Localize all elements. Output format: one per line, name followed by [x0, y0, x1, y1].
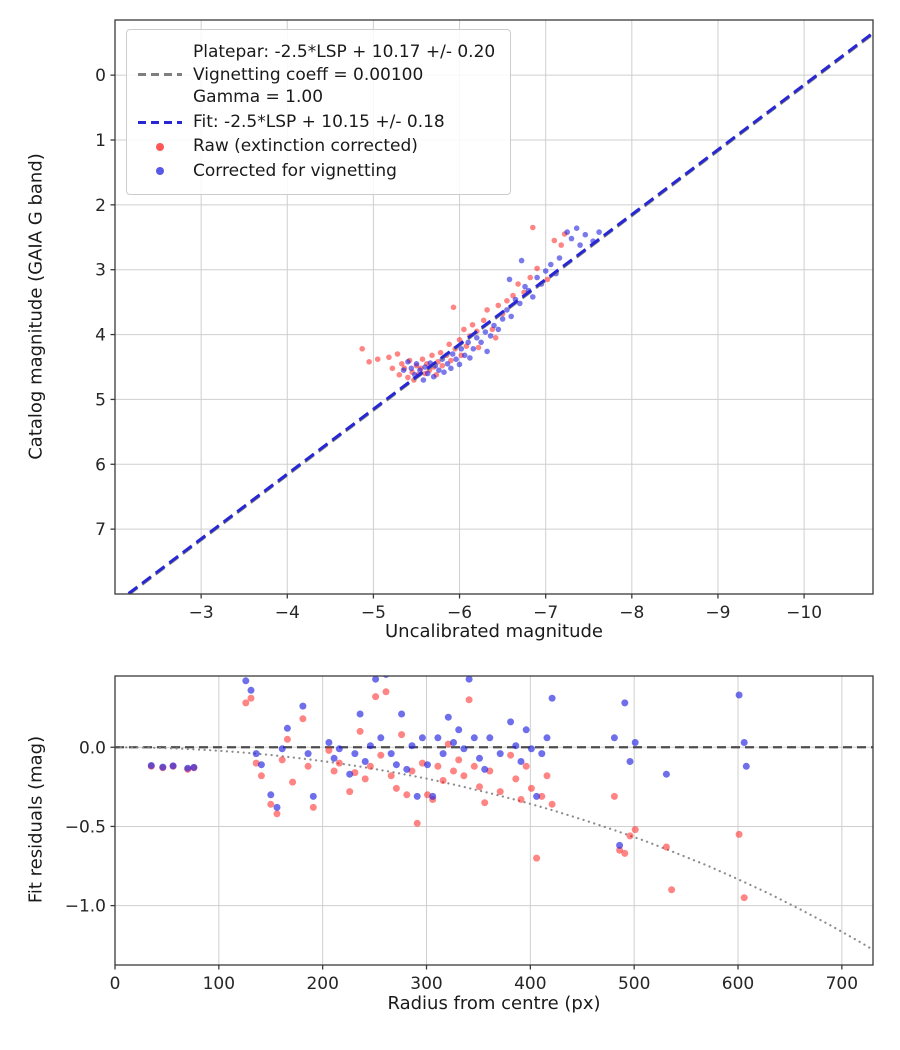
svg-text:700: 700: [826, 974, 858, 994]
raw-marker-icon: [137, 142, 183, 151]
platepar-dashed-line-icon: [137, 73, 183, 77]
svg-text:200: 200: [306, 974, 338, 994]
svg-text:300: 300: [410, 974, 442, 994]
svg-text:400: 400: [514, 974, 546, 994]
svg-text:100: 100: [203, 974, 235, 994]
svg-text:−1.0: −1.0: [65, 897, 106, 917]
magnitude-fit-plot-canvas: −3 −4 −5 −6 −7 −8 −9 −10 0 1 2 3 4 5 6 7: [95, 19, 874, 623]
svg-text:−8: −8: [619, 603, 644, 623]
radius-axis-label: Radius from centre (px): [387, 993, 601, 1014]
svg-text:−9: −9: [705, 603, 730, 623]
svg-text:−6: −6: [447, 603, 472, 623]
legend-entry-fit: Fit: -2.5*LSP + 10.15 +/- 0.18: [137, 111, 495, 134]
svg-text:−5: −5: [361, 603, 386, 623]
svg-text:−10: −10: [786, 603, 822, 623]
legend-entry-platepar: Platepar: -2.5*LSP + 10.17 +/- 0.20 Vign…: [137, 41, 495, 109]
legend-fit-text: Fit: -2.5*LSP + 10.15 +/- 0.18: [193, 111, 445, 132]
fit-dashed-line-icon: [137, 120, 183, 124]
uncalibrated-magnitude-axis-label: Uncalibrated magnitude: [384, 621, 603, 642]
svg-text:5: 5: [95, 390, 106, 410]
svg-text:0: 0: [110, 974, 121, 994]
svg-text:−7: −7: [533, 603, 558, 623]
svg-text:3: 3: [95, 261, 106, 281]
svg-text:−3: −3: [189, 603, 214, 623]
legend-entry-corrected: Corrected for vignetting: [137, 160, 495, 183]
svg-text:7: 7: [95, 520, 106, 540]
svg-text:−0.5: −0.5: [65, 817, 106, 837]
catalog-magnitude-axis-label: Catalog magnitude (GAIA G band): [25, 153, 47, 460]
legend-raw-text: Raw (extinction corrected): [193, 136, 418, 157]
fit-residuals-axis-label: Fit residuals (mag): [25, 735, 47, 904]
svg-text:4: 4: [95, 326, 106, 346]
legend-platepar-text: Platepar: -2.5*LSP + 10.17 +/- 0.20 Vign…: [193, 42, 496, 108]
svg-text:600: 600: [722, 974, 754, 994]
svg-text:−4: −4: [275, 603, 300, 623]
svg-text:1: 1: [95, 131, 106, 151]
legend-corrected-text: Corrected for vignetting: [193, 161, 397, 182]
legend: Platepar: -2.5*LSP + 10.17 +/- 0.20 Vign…: [126, 29, 512, 195]
svg-text:0.0: 0.0: [79, 738, 106, 758]
svg-text:500: 500: [618, 974, 650, 994]
legend-entry-raw: Raw (extinction corrected): [137, 135, 495, 158]
fit-residuals-plot-canvas: 0 100 200 300 400 500 600 700 0.0 −0.5 −1.0: [65, 675, 874, 994]
svg-text:2: 2: [95, 196, 106, 216]
corrected-marker-icon: [137, 167, 183, 176]
svg-text:6: 6: [95, 455, 106, 475]
svg-text:0: 0: [95, 66, 106, 86]
